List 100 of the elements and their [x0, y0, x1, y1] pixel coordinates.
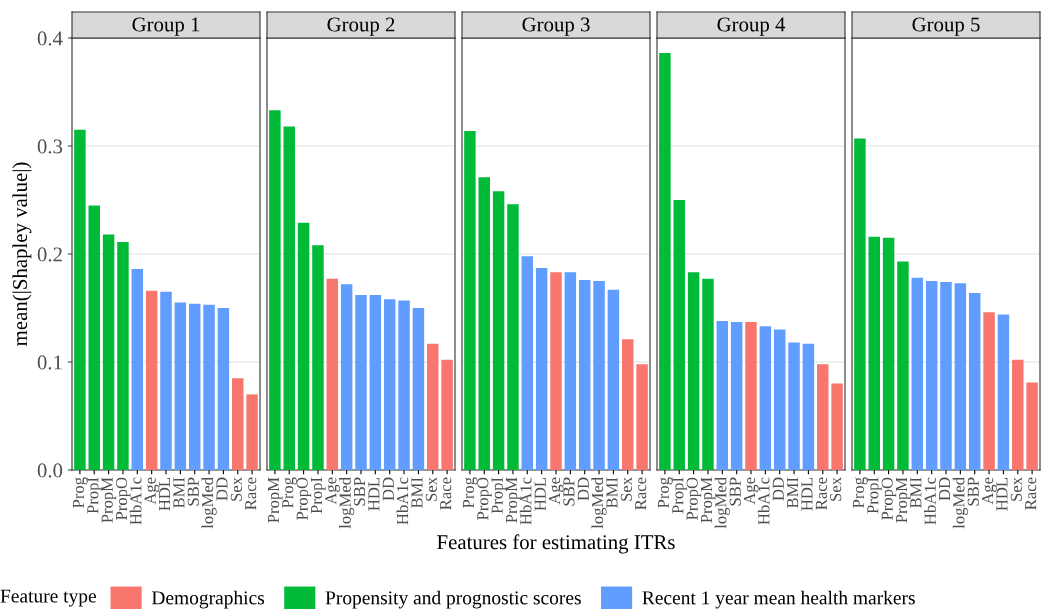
- bar: [188, 303, 201, 470]
- x-tick-label: logMed: [591, 477, 607, 529]
- bar: [283, 126, 295, 470]
- x-tick-label: BMI: [910, 477, 922, 508]
- x-tick-label: PropM: [267, 477, 283, 523]
- x-tick-label: PropO: [881, 477, 897, 520]
- x-tick-label: HDL: [534, 477, 546, 511]
- x-tick-label: SBP: [353, 477, 366, 506]
- bar: [716, 320, 729, 470]
- bar: [160, 291, 172, 470]
- bar: [954, 283, 967, 470]
- bar: [492, 191, 505, 470]
- x-tick-label: DD: [216, 477, 228, 501]
- y-tick-label: 0.0: [37, 463, 63, 478]
- bar: [659, 53, 671, 470]
- bar: [507, 204, 519, 470]
- y-axis-title: mean(|Shapley value|): [12, 162, 32, 346]
- x-tick-label: Prog: [72, 477, 88, 508]
- x-tick-label: Age: [325, 477, 340, 505]
- x-tick-label: BMI: [173, 477, 185, 508]
- bar: [535, 268, 548, 470]
- x-tick-label: PropI: [87, 477, 102, 514]
- bar: [369, 295, 382, 470]
- x-tick-label: BMI: [411, 477, 423, 508]
- chart-title: Group 4: [717, 17, 786, 36]
- x-tick-label: Age: [548, 477, 564, 505]
- bar: [882, 237, 895, 470]
- bar: [788, 342, 800, 470]
- chart-title: Group 2: [327, 17, 395, 36]
- x-tick-label: HbA1c: [924, 477, 936, 525]
- x-tick-label: PropM: [506, 477, 521, 523]
- x-tick-label: PropM: [101, 477, 117, 523]
- bar: [759, 326, 772, 470]
- bar: [174, 302, 187, 470]
- x-tick-label: Sex: [1010, 477, 1022, 501]
- x-tick-label: DD: [772, 477, 784, 501]
- y-tick-label: 0.2: [37, 247, 62, 262]
- x-tick-label: PropO: [477, 477, 492, 520]
- bar: [730, 322, 743, 470]
- x-tick-label: PropI: [672, 477, 687, 514]
- bar: [412, 308, 425, 470]
- bar: [131, 269, 144, 470]
- x-tick-label: SBP: [967, 477, 979, 506]
- bar: [117, 242, 129, 470]
- bar: [203, 304, 215, 470]
- bar: [773, 329, 786, 470]
- x-tick-label: HbA1c: [519, 477, 532, 525]
- bar: [521, 256, 534, 470]
- bar: [940, 282, 952, 470]
- x-tick-label: Prog: [657, 477, 673, 508]
- x-tick-label: logMed: [952, 477, 968, 529]
- x-tick-label: DD: [939, 477, 951, 501]
- bar: [925, 281, 938, 470]
- x-tick-label: Race: [440, 477, 452, 510]
- x-tick-label: Sex: [830, 477, 842, 501]
- x-tick-label: HDL: [368, 477, 380, 511]
- bar: [607, 289, 620, 470]
- bar: [636, 364, 648, 470]
- x-tick-label: PropI: [867, 477, 882, 514]
- bar: [297, 222, 310, 470]
- x-tick-label: Sex: [230, 477, 242, 501]
- x-tick-label: PropM: [896, 477, 911, 523]
- bar: [398, 300, 410, 470]
- x-tick-label: BMI: [787, 477, 799, 508]
- bar: [246, 394, 258, 470]
- x-tick-label: logMed: [714, 477, 730, 529]
- x-tick-label: logMed: [339, 477, 355, 529]
- x-tick-label: PropO: [296, 477, 312, 520]
- x-tick-label: SBP: [563, 477, 575, 506]
- x-tick-label: Prog: [282, 477, 297, 508]
- bar: [312, 245, 324, 470]
- x-tick-label: Sex: [425, 477, 437, 501]
- bar: [564, 272, 577, 470]
- bar: [983, 312, 995, 470]
- x-tick-label: HbA1c: [129, 477, 142, 525]
- bar: [1026, 382, 1038, 470]
- bar: [340, 284, 353, 470]
- bar: [441, 359, 453, 470]
- chart-title: Group 1: [132, 17, 200, 36]
- x-axis-title: Features for estimating ITRs: [437, 534, 675, 554]
- bar: [593, 281, 605, 470]
- x-tick-label: HbA1c: [757, 477, 770, 525]
- bar: [74, 129, 86, 470]
- x-tick-label: logMed: [201, 477, 217, 529]
- x-tick-label: Race: [815, 477, 827, 510]
- bar: [745, 322, 757, 470]
- bar: [355, 295, 367, 470]
- bar: [269, 110, 281, 470]
- bar: [145, 290, 158, 470]
- bar: [702, 278, 714, 470]
- x-tick-label: Age: [144, 477, 160, 505]
- bar: [427, 343, 439, 470]
- bar: [622, 339, 634, 470]
- x-tick-label: SBP: [729, 477, 741, 506]
- bar: [673, 200, 685, 470]
- bar: [831, 383, 843, 470]
- bar: [968, 292, 981, 470]
- x-tick-label: SBP: [187, 477, 199, 506]
- legend-title: Feature type: [0, 589, 96, 607]
- x-tick-label: Age: [982, 477, 997, 505]
